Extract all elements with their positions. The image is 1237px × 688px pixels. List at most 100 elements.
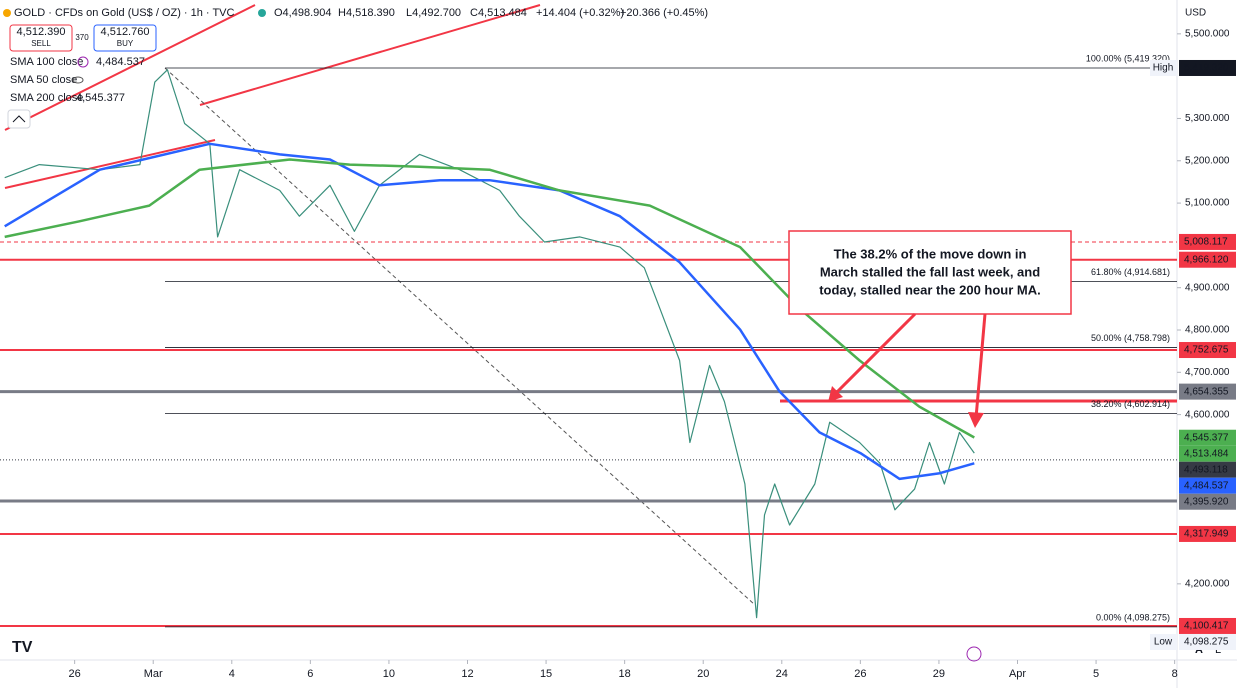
- annotation-box: [788, 230, 1072, 315]
- collapse-icon: [12, 115, 26, 123]
- trend-line: [4, 4, 256, 131]
- y-tick-label: 4,200.000: [1185, 578, 1230, 589]
- ohlc: O4,498.904: [274, 7, 332, 19]
- price-label-box: [1179, 633, 1236, 650]
- series-line: [4, 142, 975, 481]
- y-tick-label: 5,100.000: [1185, 198, 1230, 209]
- price-label-box: [1179, 525, 1236, 542]
- x-tick-label: 24: [776, 668, 788, 680]
- y-tick-label: 4,700.000: [1185, 367, 1230, 378]
- price-label: 4,100.417: [1184, 621, 1229, 632]
- price-label: 4,493.118: [1184, 464, 1228, 475]
- plot: 100.00% (5,419.320) 61.80% (4,914.681) 50.…: [0, 4, 1177, 628]
- change: +14.404 (+0.32%): [536, 7, 624, 19]
- legend-icon: [72, 76, 84, 84]
- x-tick-label: Mar: [144, 668, 163, 680]
- x-tick-label: 15: [540, 668, 552, 680]
- spread: 370: [75, 33, 89, 42]
- buy-button[interactable]: [93, 24, 157, 52]
- annotation: The 38.2% of the move down in March stal…: [788, 230, 1072, 428]
- legend-name: SMA 50 close: [10, 74, 77, 86]
- price-label: 5,008.117: [1184, 237, 1228, 248]
- ohlc: C4,513.484: [470, 7, 527, 19]
- price-label: 4,484.537: [1184, 480, 1229, 491]
- symbol: GOLD · CFDs on Gold (US$ / OZ) · 1h · TV…: [14, 7, 235, 19]
- sell-price: 4,512.390: [17, 26, 66, 38]
- price-label: 4,395.920: [1184, 496, 1229, 507]
- annotation-text: The 38.2% of the move down in: [834, 246, 1027, 261]
- x-tick-label: 26: [69, 668, 81, 680]
- x-tick-label: 29: [933, 668, 945, 680]
- change: +20.366 (+0.45%): [620, 7, 708, 19]
- ohlc: L4,492.700: [406, 7, 461, 19]
- price-label-box: [1179, 477, 1236, 494]
- collapse-button[interactable]: [7, 109, 31, 129]
- x-tick-label: 12: [461, 668, 473, 680]
- replay-icon[interactable]: [966, 646, 982, 662]
- x-tick-label: Apr: [1009, 668, 1026, 680]
- price-label: 4,098.275: [1184, 637, 1229, 648]
- logo: TV: [12, 639, 33, 656]
- legend-icon: [77, 56, 89, 68]
- arrow: [831, 312, 917, 398]
- sell-label: SELL: [31, 39, 51, 48]
- fib-label: 50.00% (4,758.798): [1091, 333, 1170, 343]
- price-label: 4,317.949: [1184, 529, 1229, 540]
- x-tick-label: 10: [383, 668, 395, 680]
- high-label: High: [1153, 63, 1174, 74]
- arrow: [974, 313, 987, 419]
- x-tick-label: 5: [1093, 668, 1099, 680]
- price-label-box: [1179, 493, 1236, 510]
- low-label: Low: [1154, 637, 1173, 648]
- price-label-box: [1179, 445, 1236, 462]
- x-tick-label: 26: [854, 668, 866, 680]
- price-label-box: [1179, 251, 1236, 268]
- series-line: [4, 158, 975, 439]
- annotation-text: today, stalled near the 200 hour MA.: [819, 282, 1041, 297]
- x-tick-label: 4: [229, 668, 235, 680]
- price-label: 4,545.377: [1184, 432, 1229, 443]
- trend-line: [199, 4, 541, 106]
- fib-label: 38.20% (4,602.914): [1091, 399, 1170, 409]
- sell-button[interactable]: [9, 24, 73, 52]
- price-label: 4,752.675: [1184, 345, 1229, 356]
- series-group: [4, 69, 975, 619]
- x-tick-label: 8: [1172, 668, 1178, 680]
- arrow-head: [968, 412, 984, 428]
- y-tick-label: 5,200.000: [1185, 155, 1230, 166]
- price-label: 4,513.484: [1184, 448, 1229, 459]
- arrow-head: [828, 386, 843, 402]
- price-label-box: [1179, 429, 1236, 446]
- y-tick-label: 4,800.000: [1185, 325, 1230, 336]
- currency: USD: [1185, 8, 1206, 19]
- price-label-box: [1179, 461, 1236, 478]
- fib-label: 100.00% (5,419.320): [1086, 53, 1170, 63]
- price-label-box: [1179, 59, 1236, 76]
- legend-name: SMA 100 close: [10, 56, 83, 68]
- symbol-icon: [3, 9, 11, 17]
- x-tick-label: 6: [307, 668, 313, 680]
- price-label-box: [1179, 617, 1236, 634]
- legend-value: 4,484.537: [96, 56, 145, 68]
- buy-label: BUY: [117, 39, 134, 48]
- x-tick-label: 18: [619, 668, 631, 680]
- x-tick-label: 20: [697, 668, 709, 680]
- price-label: 4,966.120: [1184, 254, 1229, 265]
- low-tag: [1150, 633, 1177, 650]
- price-label-box: [1179, 233, 1236, 250]
- price-label-box: [1179, 342, 1236, 359]
- y-tick-label: 4,600.000: [1185, 409, 1230, 420]
- y-tick-label: 5,500.000: [1185, 28, 1230, 39]
- y-tick-label: 5,300.000: [1185, 113, 1230, 124]
- legend-value: 4,545.377: [76, 92, 125, 104]
- fib-label: 61.80% (4,914.681): [1091, 267, 1170, 277]
- price-label-box: [1179, 383, 1236, 400]
- legend-name: SMA 200 close: [10, 92, 83, 104]
- buy-price: 4,512.760: [101, 26, 150, 38]
- price-label: 5,419.320: [1184, 63, 1229, 74]
- status-dot: [258, 9, 266, 17]
- price-label: 4,654.355: [1184, 386, 1229, 397]
- trend-line: [4, 139, 216, 189]
